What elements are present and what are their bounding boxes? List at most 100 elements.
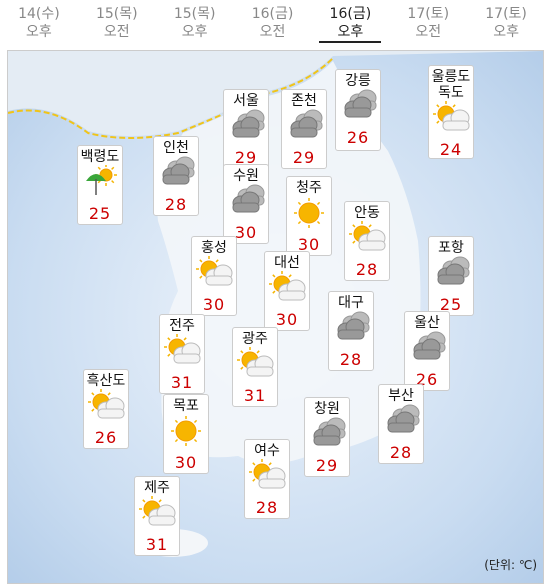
city-box: 창원 29	[304, 397, 350, 477]
city-name: 광주	[242, 331, 268, 347]
weather-icon	[88, 389, 125, 419]
weather-icon	[344, 89, 377, 118]
weather-icon	[164, 334, 201, 364]
weather-icon	[232, 109, 265, 138]
city-temp: 30	[275, 310, 299, 329]
city-box: 울산 26	[404, 311, 450, 391]
city-temp: 28	[389, 443, 413, 462]
tab[interactable]: 16(금) 오전	[234, 0, 312, 47]
city-box: 부산 28	[378, 384, 424, 464]
weather-icon	[196, 256, 233, 286]
city-temp: 29	[315, 456, 339, 475]
city-name: 백령도	[80, 149, 120, 165]
tab-day: 17(토)	[485, 6, 527, 22]
city-temp: 30	[202, 295, 226, 314]
city-temp: 28	[339, 350, 363, 369]
city-temp: 24	[439, 140, 463, 159]
weather-icon	[349, 221, 386, 251]
city-box: 서울 29	[223, 89, 269, 169]
tab-bar: 14(수) 오후 15(목) 오전 15(목) 오후 16(금) 오전 16(금) 오후 17(토)…	[0, 0, 545, 47]
city-temp: 26	[346, 128, 370, 147]
city-box: 백령도 25	[77, 145, 123, 225]
tab-day: 15(목)	[173, 6, 216, 22]
map: 백령도 25 인천 28 서울 29 존천 29 강릉 26 울릉도 독도 24 수원 30 청주 30 안동 2…	[7, 50, 544, 584]
city-box: 존천 29	[281, 89, 327, 169]
city-temp: 25	[439, 295, 463, 314]
city-name: 수원	[233, 168, 259, 184]
weather-icon	[139, 496, 176, 526]
city-box: 전주 31	[159, 314, 205, 394]
city-temp: 29	[292, 148, 316, 167]
city-name: 서울	[233, 93, 259, 109]
city-name: 청주	[296, 180, 322, 196]
city-box: 안동 28	[344, 201, 390, 281]
city-box: 홍성 30	[191, 236, 237, 316]
north-land	[8, 51, 543, 136]
city-temp: 25	[88, 204, 112, 223]
weather-icon	[162, 156, 195, 185]
tab[interactable]: 17(토) 오전	[389, 0, 467, 47]
city-name: 대선	[274, 255, 300, 271]
tab-day: 16(금)	[329, 6, 372, 22]
city-name: 안동	[354, 205, 380, 221]
tab-day: 15(목)	[95, 6, 138, 22]
city-box: 제주 31	[134, 476, 180, 556]
weather-icon	[387, 404, 420, 433]
city-box: 울릉도 독도 24	[428, 65, 474, 159]
tab-day: 17(토)	[407, 6, 450, 22]
tab-period: 오전	[103, 24, 130, 40]
city-box: 인천 28	[153, 136, 199, 216]
city-temp: 30	[297, 235, 321, 254]
city-name: 강릉	[345, 73, 371, 89]
tab[interactable]: 14(수) 오후	[0, 0, 78, 47]
city-name: 인천	[163, 140, 189, 156]
weather-icon	[232, 184, 265, 213]
tab[interactable]: 16(금) 오후	[311, 0, 389, 47]
tab[interactable]: 15(목) 오후	[156, 0, 234, 47]
weather-icon	[290, 109, 323, 138]
city-temp: 30	[174, 453, 198, 472]
tab-period: 오전	[415, 24, 442, 40]
city-temp: 31	[170, 373, 194, 392]
city-temp: 28	[355, 260, 379, 279]
weather-icon	[413, 331, 446, 360]
city-name: 대구	[338, 295, 364, 311]
weather-icon	[294, 198, 324, 228]
city-temp: 29	[234, 148, 258, 167]
city-name: 제주	[144, 480, 170, 496]
weather-icon	[437, 256, 470, 285]
city-box: 목포 30	[163, 394, 209, 474]
tab[interactable]: 17(토) 오후	[467, 0, 545, 47]
city-box: 강릉 26	[335, 69, 381, 151]
city-name: 존천	[291, 93, 317, 109]
city-temp: 30	[234, 223, 258, 242]
city-name: 흑산도	[86, 373, 126, 389]
city-name: 창원	[314, 401, 340, 417]
city-name: 홍성	[201, 240, 227, 256]
city-name: 전주	[169, 318, 195, 334]
weather-icon	[433, 101, 470, 131]
tab-period: 오후	[26, 24, 52, 40]
weather-icon	[337, 311, 370, 340]
city-name: 포항	[438, 240, 464, 256]
weather-icon	[249, 459, 286, 489]
tab-period: 오전	[259, 24, 286, 40]
city-name: 여수	[254, 443, 280, 459]
tab-period: 오후	[181, 24, 208, 40]
tab-period: 오후	[319, 23, 382, 43]
city-box: 포항 25	[428, 236, 474, 316]
weather-icon	[171, 416, 201, 446]
weather-icon	[237, 347, 274, 377]
city-name: 부산	[388, 388, 414, 404]
city-temp: 26	[94, 428, 118, 447]
unit-label: (단위: ℃)	[484, 558, 537, 572]
weather-icon	[269, 271, 306, 301]
city-temp: 28	[255, 498, 279, 517]
border-line	[8, 57, 334, 139]
city-box: 광주 31	[232, 327, 278, 407]
city-box: 대선 30	[264, 251, 310, 331]
tab[interactable]: 15(목) 오전	[78, 0, 156, 47]
weather-icon	[86, 164, 117, 195]
weather-icon	[313, 417, 346, 446]
